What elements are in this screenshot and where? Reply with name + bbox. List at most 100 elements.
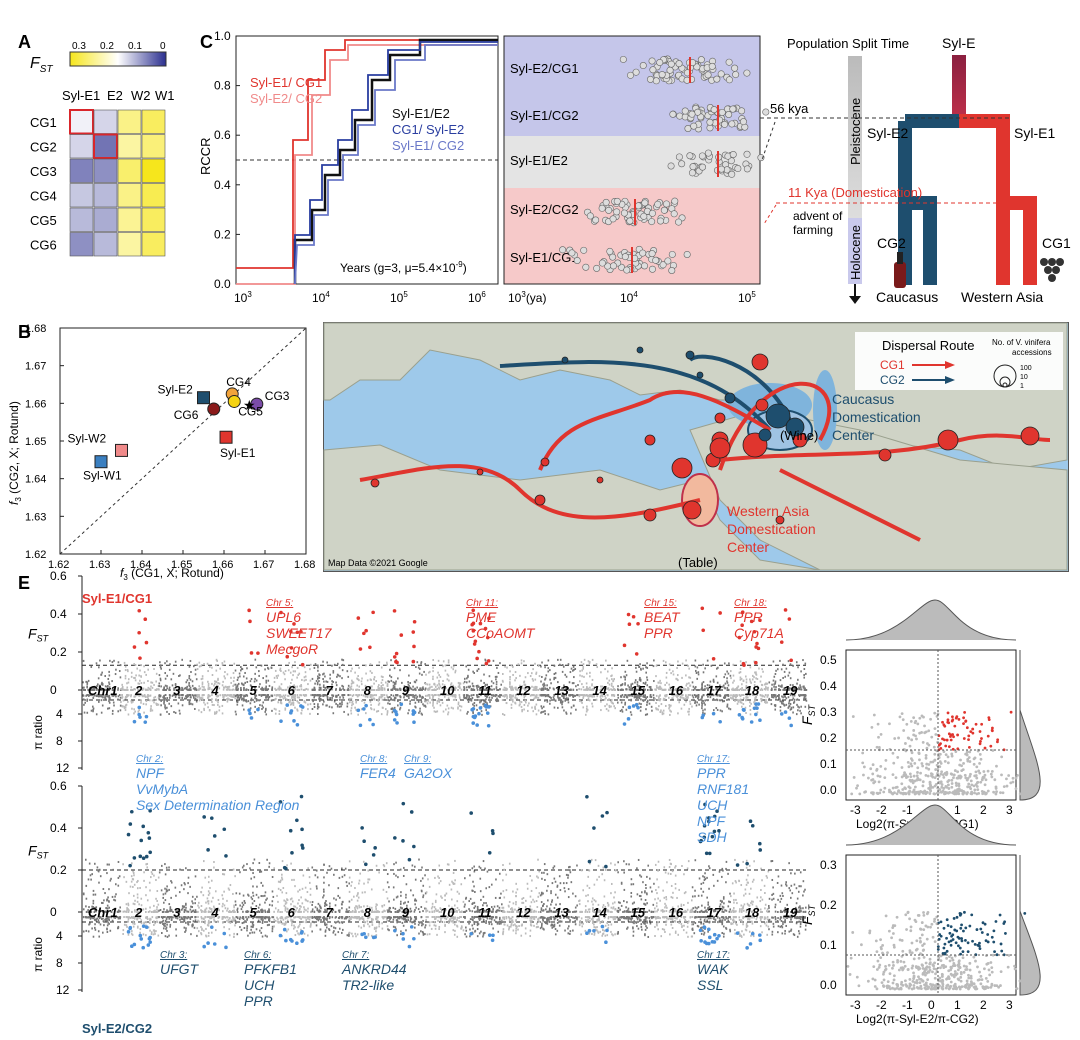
accession-dot <box>758 428 772 442</box>
swarm-row-labels: Syl-E2/CG1 Syl-E1/CG2 Syl-E1/E2 Syl-E2/C… <box>510 61 579 265</box>
swarm-dot <box>710 106 718 114</box>
chr-label-14: 14 <box>592 683 607 698</box>
bottom-manhattan-title: Syl-E2/CG2 <box>82 1021 152 1036</box>
swarm-dot <box>725 76 733 84</box>
chr-label-6: 6 <box>288 683 296 698</box>
tree-syle2: Syl-E2 <box>867 125 908 141</box>
heatmap-cell-CG5-2 <box>117 207 142 232</box>
swarm-dot <box>662 200 670 208</box>
heatmap-row-CG1: CG1 <box>30 115 57 130</box>
label-Syl-W2: Syl-W2 <box>68 431 107 445</box>
chr-label-16: 16 <box>669 905 684 920</box>
chr-label-2: 2 <box>134 683 143 698</box>
svg-text:Center: Center <box>832 427 874 443</box>
heatmap-row-CG4: CG4 <box>30 189 57 204</box>
swarm-dot <box>690 122 698 130</box>
svg-text:106: 106 <box>468 290 486 305</box>
accession-dot <box>685 350 695 360</box>
swarm-dot <box>602 198 610 206</box>
b-xtick: 1.67 <box>253 559 274 571</box>
rccr-curve-3 <box>294 41 498 284</box>
svg-text:0.0: 0.0 <box>214 277 231 291</box>
dispersal-route-title: Dispersal Route <box>882 338 975 353</box>
tree-syle-branch <box>952 55 966 121</box>
swarm-dot <box>669 110 677 118</box>
cg1-route-med-north <box>538 390 772 471</box>
swarm-dot <box>743 165 751 173</box>
accession-dot <box>724 392 736 404</box>
accession-dots <box>370 346 1040 525</box>
chr-label-3: 3 <box>173 905 181 920</box>
chr-label-2: 2 <box>134 905 143 920</box>
svg-text:0.8: 0.8 <box>214 79 231 93</box>
swarm-dot <box>632 68 640 76</box>
svg-text:W1: W1 <box>155 88 175 103</box>
chr-label-5: 5 <box>249 683 257 698</box>
b-xtick: 1.65 <box>171 559 192 571</box>
chr-label-18: 18 <box>745 905 760 920</box>
heatmap-cell-CG5-3 <box>141 207 166 232</box>
swarm-dot <box>664 257 672 265</box>
chr-label-6: 6 <box>288 905 296 920</box>
svg-text:0.2: 0.2 <box>214 227 231 241</box>
svg-text:Syl-E2/CG2: Syl-E2/CG2 <box>510 202 579 217</box>
svg-text:105: 105 <box>390 290 408 305</box>
heatmap-cell-CG2-0 <box>69 134 94 159</box>
svg-text:0.6: 0.6 <box>214 128 231 142</box>
cg1-route-south <box>779 468 921 542</box>
heatmap-cell-CG2-1 <box>93 133 118 159</box>
swarm-dot <box>657 217 665 225</box>
swarm-dot <box>667 60 675 68</box>
rccr-y-label: RCCR <box>198 137 213 175</box>
swarm-dot <box>659 261 667 269</box>
swarm-dot <box>646 75 654 83</box>
swarm-dot <box>698 152 706 160</box>
heatmap-cell-CG4-0 <box>69 183 94 208</box>
panel-e-label: E <box>18 573 30 593</box>
swarm-dot <box>660 206 668 214</box>
label-CG6: CG6 <box>174 408 199 422</box>
label-Syl-W1: Syl-W1 <box>83 469 122 483</box>
tick-01: 0.1 <box>128 41 142 52</box>
chr-label-19: 19 <box>783 683 798 698</box>
swarm-dot <box>717 165 725 173</box>
swarm-dot <box>640 212 648 220</box>
heatmap-cell-CG2-3 <box>141 134 166 159</box>
heatmap-row-CG5: CG5 <box>30 213 57 228</box>
legend-e1-cg1: Syl-E1/ CG1 <box>250 75 322 90</box>
panel-b-label: B <box>18 322 31 342</box>
grape-icon <box>1040 258 1064 282</box>
swarm-dot <box>573 257 581 265</box>
b-ytick: 1.63 <box>25 511 46 523</box>
swarm-dot <box>697 56 705 64</box>
heatmap-cell-CG6-1 <box>93 232 118 257</box>
swarm-dot <box>609 262 617 270</box>
swarm-dot <box>627 71 635 79</box>
b-xtick: 1.64 <box>130 559 151 571</box>
chr-label-17: 17 <box>707 683 722 698</box>
chr-label-10: 10 <box>440 905 455 920</box>
route-cg1-label: CG1 <box>880 358 905 372</box>
swarm-dot <box>670 210 678 218</box>
accession-dot <box>751 353 769 371</box>
chr-label-15: 15 <box>631 683 646 698</box>
swarm-dot <box>671 197 679 205</box>
f3-points: Syl-E2 CG4 CG3 CG6 CG5 Syl-W2 Syl-E1 Syl-W1 ★ <box>68 375 290 483</box>
point-Syl-W1 <box>94 455 108 469</box>
chr-label-5: 5 <box>249 905 257 920</box>
wine-label: (Wine) <box>780 428 818 443</box>
svg-text:Syl-E2/CG1: Syl-E2/CG1 <box>510 61 579 76</box>
swarm-dot <box>652 256 660 264</box>
accession-dot <box>696 371 704 379</box>
swarm-dot <box>639 249 647 257</box>
chr-label-10: 10 <box>440 683 455 698</box>
accession-dot <box>765 403 791 429</box>
swarm-dot <box>656 59 664 67</box>
b-xtick: 1.63 <box>89 559 110 571</box>
holocene-label: Holocene <box>848 225 863 280</box>
swarm-dot <box>718 108 726 116</box>
swarm-dot <box>668 266 676 274</box>
legend-e1-e2: Syl-E1/E2 <box>392 106 450 121</box>
rccr-curve-4 <box>294 44 498 285</box>
